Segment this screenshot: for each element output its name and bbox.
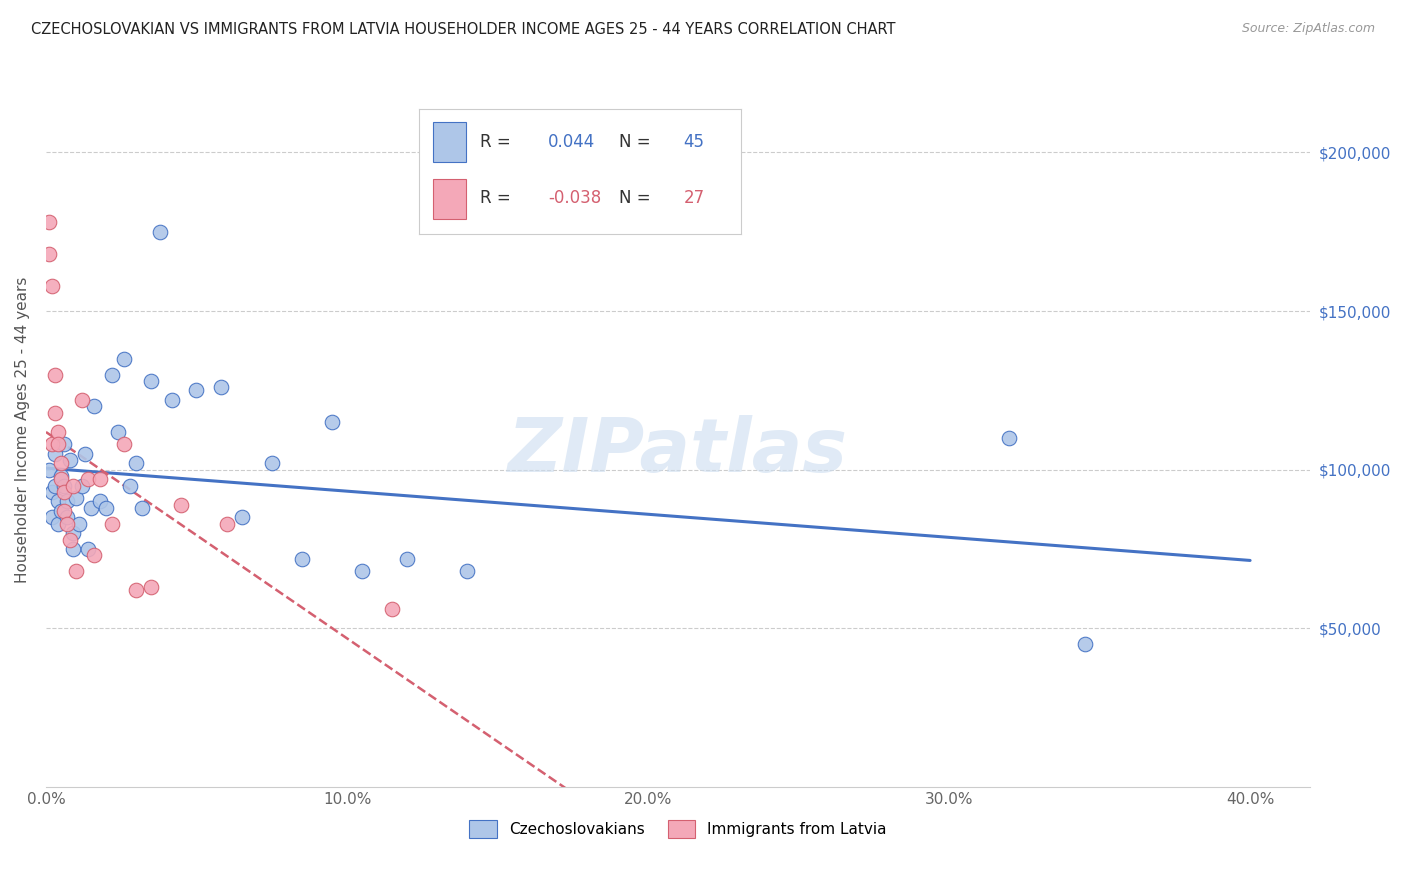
Point: [170, 498, 193, 512]
Point: [46, 437, 69, 451]
Point: [41, 437, 63, 451]
Point: [215, 516, 238, 531]
Point: [56, 510, 79, 524]
Point: [456, 564, 478, 578]
Point: [44, 478, 66, 492]
Point: [231, 510, 253, 524]
Point: [59, 533, 82, 547]
Point: [149, 225, 172, 239]
Point: [62, 542, 84, 557]
Text: CZECHOSLOVAKIAN VS IMMIGRANTS FROM LATVIA HOUSEHOLDER INCOME AGES 25 - 44 YEARS : CZECHOSLOVAKIAN VS IMMIGRANTS FROM LATVI…: [31, 22, 896, 37]
Point: [209, 380, 232, 394]
Point: [56, 494, 79, 508]
Point: [41, 278, 63, 293]
Point: [83, 399, 105, 413]
Point: [46, 425, 69, 439]
Point: [120, 478, 142, 492]
Point: [80, 500, 103, 515]
Point: [49, 469, 72, 483]
Point: [46, 516, 69, 531]
Point: [112, 437, 135, 451]
Point: [77, 542, 100, 557]
Point: [260, 456, 283, 470]
Point: [65, 564, 87, 578]
Point: [1073, 637, 1095, 651]
Point: [101, 368, 124, 382]
Text: ZIPatlas: ZIPatlas: [508, 415, 848, 488]
Point: [125, 583, 148, 598]
Legend: Czechoslovakians, Immigrants from Latvia: Czechoslovakians, Immigrants from Latvia: [463, 814, 893, 844]
Point: [141, 374, 163, 388]
Point: [70, 392, 93, 407]
Point: [41, 485, 63, 500]
Point: [44, 368, 66, 382]
Point: [77, 472, 100, 486]
Point: [112, 351, 135, 366]
Point: [44, 406, 66, 420]
Point: [41, 510, 63, 524]
Point: [125, 456, 148, 470]
Point: [186, 384, 208, 398]
Point: [75, 447, 97, 461]
Point: [89, 472, 111, 486]
Point: [396, 551, 419, 566]
Point: [38, 463, 60, 477]
Point: [70, 478, 93, 492]
Point: [53, 478, 76, 492]
Point: [38, 247, 60, 261]
Point: [53, 437, 76, 451]
Point: [62, 478, 84, 492]
Point: [381, 602, 404, 616]
Point: [89, 494, 111, 508]
Point: [49, 456, 72, 470]
Point: [321, 415, 343, 429]
Point: [107, 425, 129, 439]
Point: [62, 526, 84, 541]
Point: [59, 453, 82, 467]
Point: [56, 516, 79, 531]
Point: [49, 504, 72, 518]
Point: [141, 580, 163, 594]
Point: [38, 215, 60, 229]
Point: [44, 447, 66, 461]
Point: [53, 504, 76, 518]
Point: [53, 485, 76, 500]
Point: [46, 494, 69, 508]
Point: [291, 551, 314, 566]
Point: [101, 516, 124, 531]
Point: [49, 472, 72, 486]
Y-axis label: Householder Income Ages 25 - 44 years: Householder Income Ages 25 - 44 years: [15, 277, 30, 583]
Point: [83, 549, 105, 563]
Point: [352, 564, 374, 578]
Text: Source: ZipAtlas.com: Source: ZipAtlas.com: [1241, 22, 1375, 36]
Point: [96, 500, 118, 515]
Point: [131, 500, 153, 515]
Point: [65, 491, 87, 506]
Point: [998, 431, 1021, 445]
Point: [67, 516, 90, 531]
Point: [162, 392, 184, 407]
